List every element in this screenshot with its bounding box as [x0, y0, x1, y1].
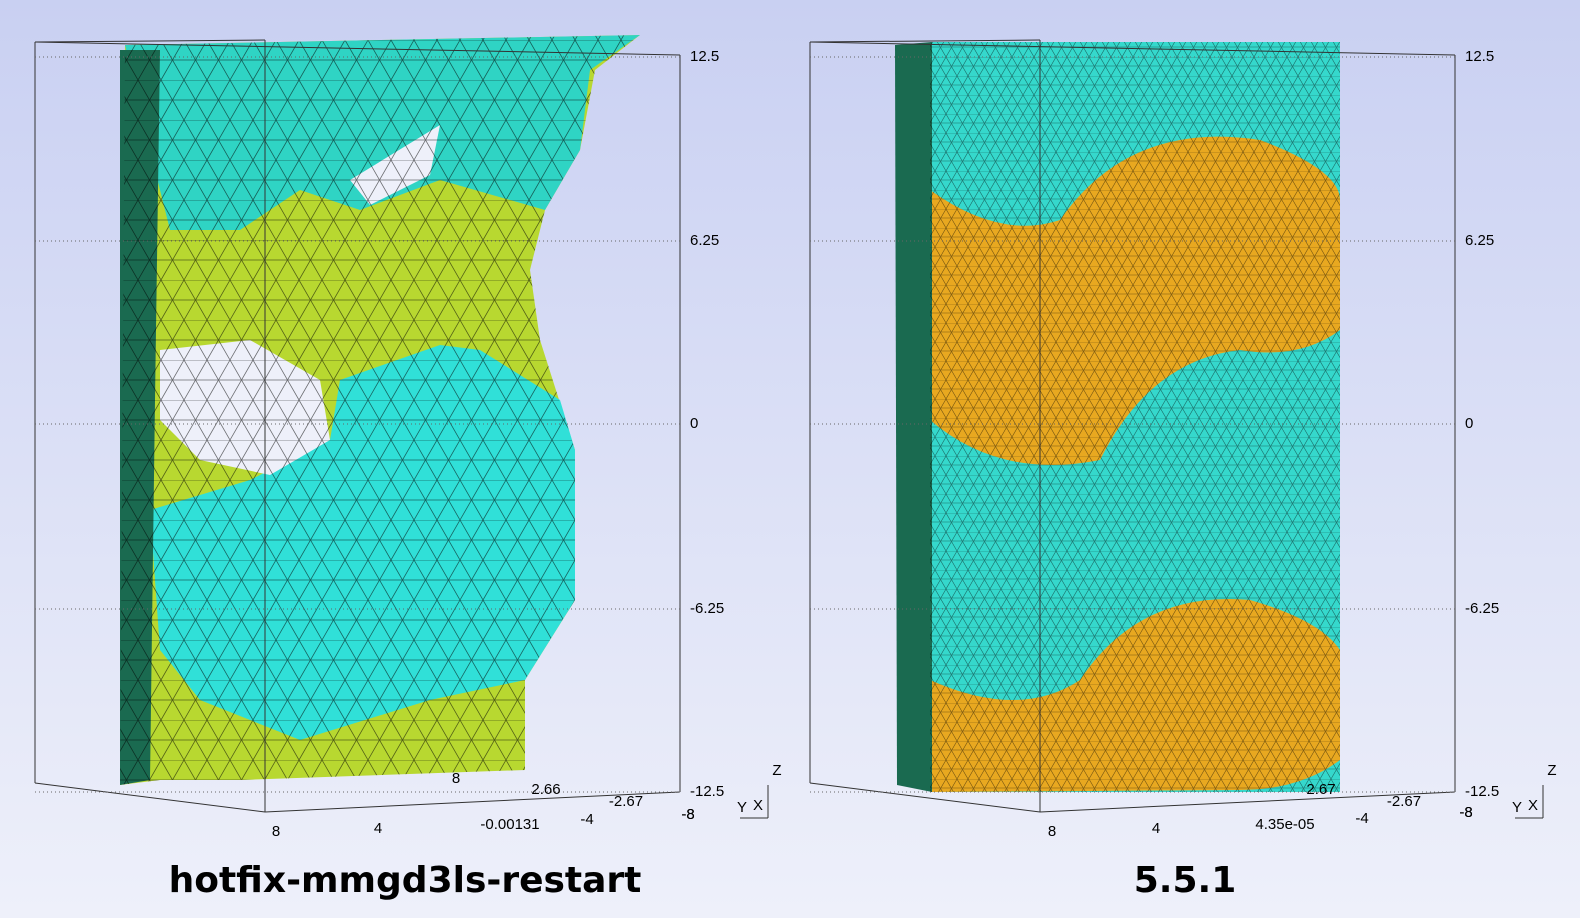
y-tick-label: -2.67 — [1387, 793, 1421, 810]
caption: hotfix-mmgd3ls-restart — [169, 860, 642, 901]
y-tick-label: 2.66 — [531, 781, 560, 798]
caption: 5.5.1 — [1134, 860, 1237, 901]
y-tick-label: -8 — [681, 806, 694, 823]
axis-label: Z — [772, 762, 781, 779]
axis-box — [1039, 791, 1456, 813]
z-tick-label: 6.25 — [1465, 232, 1494, 249]
x-tick-label: -0.00131 — [480, 816, 539, 833]
axis-box — [34, 782, 266, 813]
axis-box — [809, 41, 1456, 56]
axis-label: Y — [737, 799, 747, 816]
z-tick-label: -6.25 — [1465, 600, 1499, 617]
z-tick-label: -12.5 — [690, 783, 724, 800]
y-tick-label: -2.67 — [609, 793, 643, 810]
x-tick-label: 4.35e-05 — [1255, 816, 1314, 833]
x-tick-label: 4 — [1152, 820, 1160, 837]
x-tick-label: 4 — [374, 820, 382, 837]
axis-label: X — [1528, 797, 1538, 814]
z-tick-label: 12.5 — [1465, 48, 1494, 65]
x-tick-label: -8 — [1459, 804, 1472, 821]
z-tick-label: 6.25 — [690, 232, 719, 249]
y-tick-label: 2.67 — [1306, 781, 1335, 798]
mesh-right — [895, 42, 1340, 792]
axis-label: Z — [1547, 762, 1556, 779]
z-tick-label: -6.25 — [690, 600, 724, 617]
z-tick-label: -12.5 — [1465, 783, 1499, 800]
axis-label: Y — [1512, 799, 1522, 816]
axis-box — [34, 39, 266, 43]
x-tick-label: -8 — [681, 806, 694, 823]
x-tick-label: -4 — [1355, 810, 1368, 827]
z-tick-label: 0 — [690, 415, 698, 432]
mesh-left — [120, 35, 640, 785]
z-tick-label: 12.5 — [690, 48, 719, 65]
y-tick-label: 8 — [452, 770, 460, 787]
z-tick-label: 0 — [1465, 415, 1473, 432]
axis-box — [264, 791, 681, 813]
axis-box — [34, 41, 681, 56]
x-tick-label: 8 — [272, 823, 280, 840]
axis-box — [809, 39, 1041, 43]
axis-label: X — [753, 797, 763, 814]
x-tick-label: 8 — [1048, 823, 1056, 840]
axis-box — [809, 782, 1041, 813]
y-tick-label: -8 — [1459, 804, 1472, 821]
x-tick-label: -4 — [580, 811, 593, 828]
